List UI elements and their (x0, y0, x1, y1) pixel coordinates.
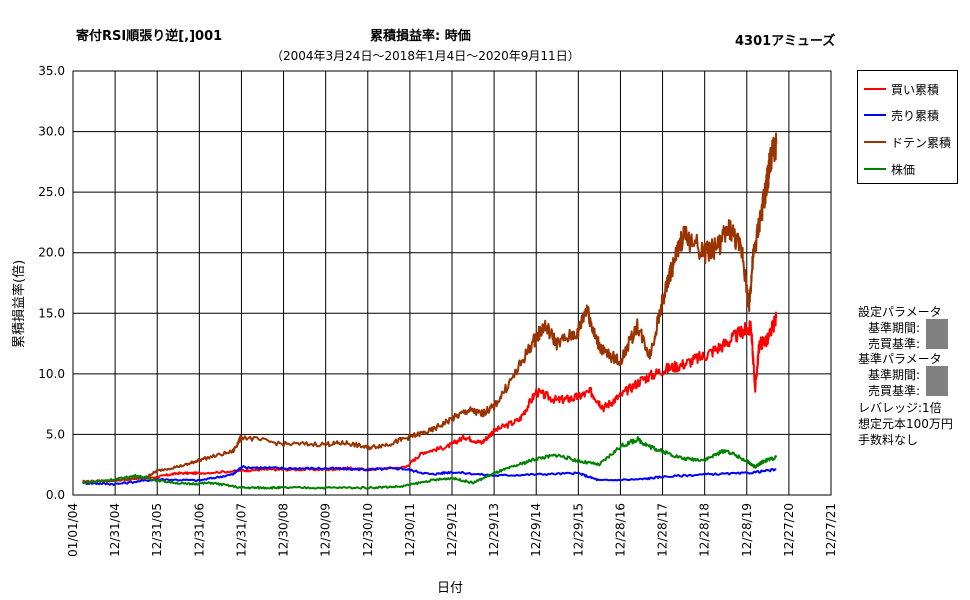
y-axis-label: 累積損益率(倍) (12, 259, 27, 348)
y-tick-label: 25.0 (38, 185, 65, 199)
x-tick-label: 12/27/21 (824, 503, 838, 557)
chart-title-right: 4301アミューズ (735, 34, 836, 49)
grid-lines (72, 70, 832, 496)
series-lines (81, 132, 778, 490)
x-tick-label: 12/30/11 (403, 503, 417, 557)
param-set-period: 基準期間: (868, 321, 921, 335)
x-tick-label: 12/30/08 (277, 503, 291, 557)
y-tick-label: 10.0 (38, 367, 65, 381)
x-tick-label: 12/31/05 (150, 503, 164, 557)
y-tick-label: 5.0 (46, 427, 65, 441)
x-tick-label: 12/27/20 (782, 503, 796, 557)
param-leverage: レバレッジ:1倍 (858, 401, 942, 415)
legend-label-buy: 買い累積 (891, 83, 940, 97)
series-line-doten (82, 132, 778, 484)
chart-subtitle: （2004年3月24日～2018年1月4日～2020年9月11日） (271, 49, 580, 63)
x-tick-label: 12/30/10 (361, 503, 375, 557)
x-tick-label: 12/28/19 (740, 503, 754, 557)
x-axis-label: 日付 (437, 581, 464, 596)
x-tick-label: 12/29/15 (571, 503, 585, 557)
y-tick-label: 30.0 (38, 125, 65, 139)
x-tick-label: 12/31/04 (108, 503, 122, 557)
y-tick-label: 0.0 (46, 488, 65, 502)
legend-swatch-sell (864, 114, 886, 116)
legend-swatch-doten (864, 141, 886, 143)
chart-title-left: 寄付RSI順張り逆[,]001 (76, 29, 223, 44)
series-line-price (82, 436, 778, 490)
param-fee: 手数料なし (858, 433, 919, 447)
x-tick-label: 01/01/04 (66, 503, 80, 557)
x-tick-label: 12/31/06 (192, 503, 206, 557)
x-tick-label: 12/30/09 (319, 503, 333, 557)
chart-title-center: 累積損益率: 時価 (370, 29, 471, 44)
series-line-buy (82, 311, 778, 484)
legend-label-price: 株価 (891, 163, 916, 177)
x-tick-label: 12/28/17 (656, 503, 670, 557)
legend-swatch-price (864, 168, 886, 170)
param-set-title: 設定パラメータ (858, 305, 942, 319)
param-base-redacted-box (926, 366, 948, 396)
y-tick-label: 35.0 (38, 64, 65, 78)
y-tick-label: 20.0 (38, 246, 65, 260)
param-set-redacted-box (926, 319, 948, 349)
x-tick-label: 12/28/16 (613, 503, 627, 557)
y-tick-label: 15.0 (38, 306, 65, 320)
x-tick-label: 12/31/07 (234, 503, 248, 557)
param-capital: 想定元本100万円 (858, 417, 953, 431)
x-tick-label: 12/29/13 (487, 503, 501, 557)
x-tick-label: 12/29/12 (445, 503, 459, 557)
legend-label-sell: 売り累積 (891, 109, 940, 123)
legend: 買い累積 売り累積 ドテン累積 株価 (857, 70, 958, 184)
x-tick-label: 12/28/18 (698, 503, 712, 557)
param-base-title: 基準パラメータ (858, 352, 942, 366)
x-tick-label: 12/29/14 (529, 503, 543, 557)
series-line-sell (81, 465, 777, 486)
param-set-trade: 売買基準: (868, 337, 921, 351)
legend-swatch-buy (864, 88, 886, 90)
param-base-trade: 売買基準: (868, 384, 921, 398)
x-tick-labels: 01/01/04 12/31/04 12/31/05 12/31/06 12/31/07… (66, 503, 838, 557)
param-base-period: 基準期間: (868, 368, 921, 382)
legend-label-doten: ドテン累積 (891, 136, 952, 150)
y-tick-labels: 0.0 5.0 10.0 15.0 20.0 25.0 30.0 35.0 (38, 64, 65, 502)
